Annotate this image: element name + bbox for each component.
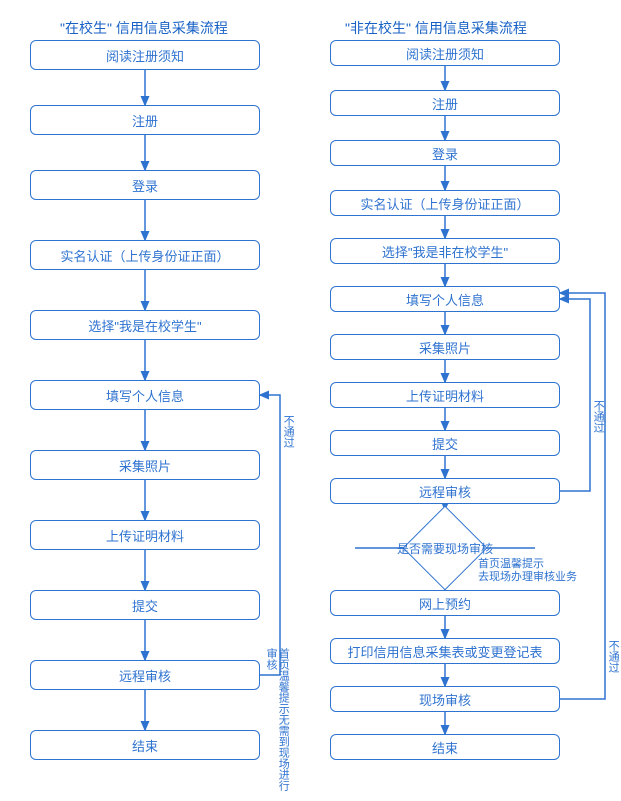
flow-node: 选择"我是在校学生" [30, 310, 260, 340]
flow-node: 填写个人信息 [30, 380, 260, 410]
right-diamond-annotation: 首页温馨提示去现场办理审核业务 [478, 558, 577, 584]
flow-node: 阅读注册须知 [30, 40, 260, 70]
right-title: "非在校生" 信用信息采集流程 [345, 18, 527, 38]
flow-node: 采集照片 [30, 450, 260, 480]
flow-node: 登录 [330, 140, 560, 166]
flow-node: 远程审核 [330, 478, 560, 504]
flow-node: 登录 [30, 170, 260, 200]
flow-node: 注册 [30, 105, 260, 135]
flow-node: 网上预约 [330, 590, 560, 616]
flow-node: 采集照片 [330, 334, 560, 360]
left-feedback-label: 不通过 [282, 415, 294, 448]
flow-node: 提交 [30, 590, 260, 620]
flow-node: 填写个人信息 [330, 286, 560, 312]
flow-node: 提交 [330, 430, 560, 456]
flow-node: 上传证明材料 [30, 520, 260, 550]
flow-node: 选择"我是非在校学生" [330, 238, 560, 264]
flow-node: 结束 [330, 734, 560, 760]
flow-node: 结束 [30, 730, 260, 760]
right-feedback-top-label: 不通过 [592, 400, 604, 433]
flow-node: 打印信用信息采集表或变更登记表 [330, 638, 560, 664]
flow-node: 实名认证（上传身份证正面） [330, 190, 560, 216]
flow-node: 实名认证（上传身份证正面） [30, 240, 260, 270]
flow-node: 现场审核 [330, 686, 560, 712]
left-title: "在校生" 信用信息采集流程 [60, 18, 228, 38]
right-feedback-bottom-label: 不通过 [607, 640, 619, 673]
flow-node: 注册 [330, 90, 560, 116]
decision-label: 是否需要现场审核 [385, 540, 505, 557]
flow-node: 远程审核 [30, 660, 260, 690]
flow-node: 上传证明材料 [330, 382, 560, 408]
flow-node: 阅读注册须知 [330, 40, 560, 66]
left-tail-annotation: 首页温馨提示无需到现场进行审核 [265, 648, 289, 801]
